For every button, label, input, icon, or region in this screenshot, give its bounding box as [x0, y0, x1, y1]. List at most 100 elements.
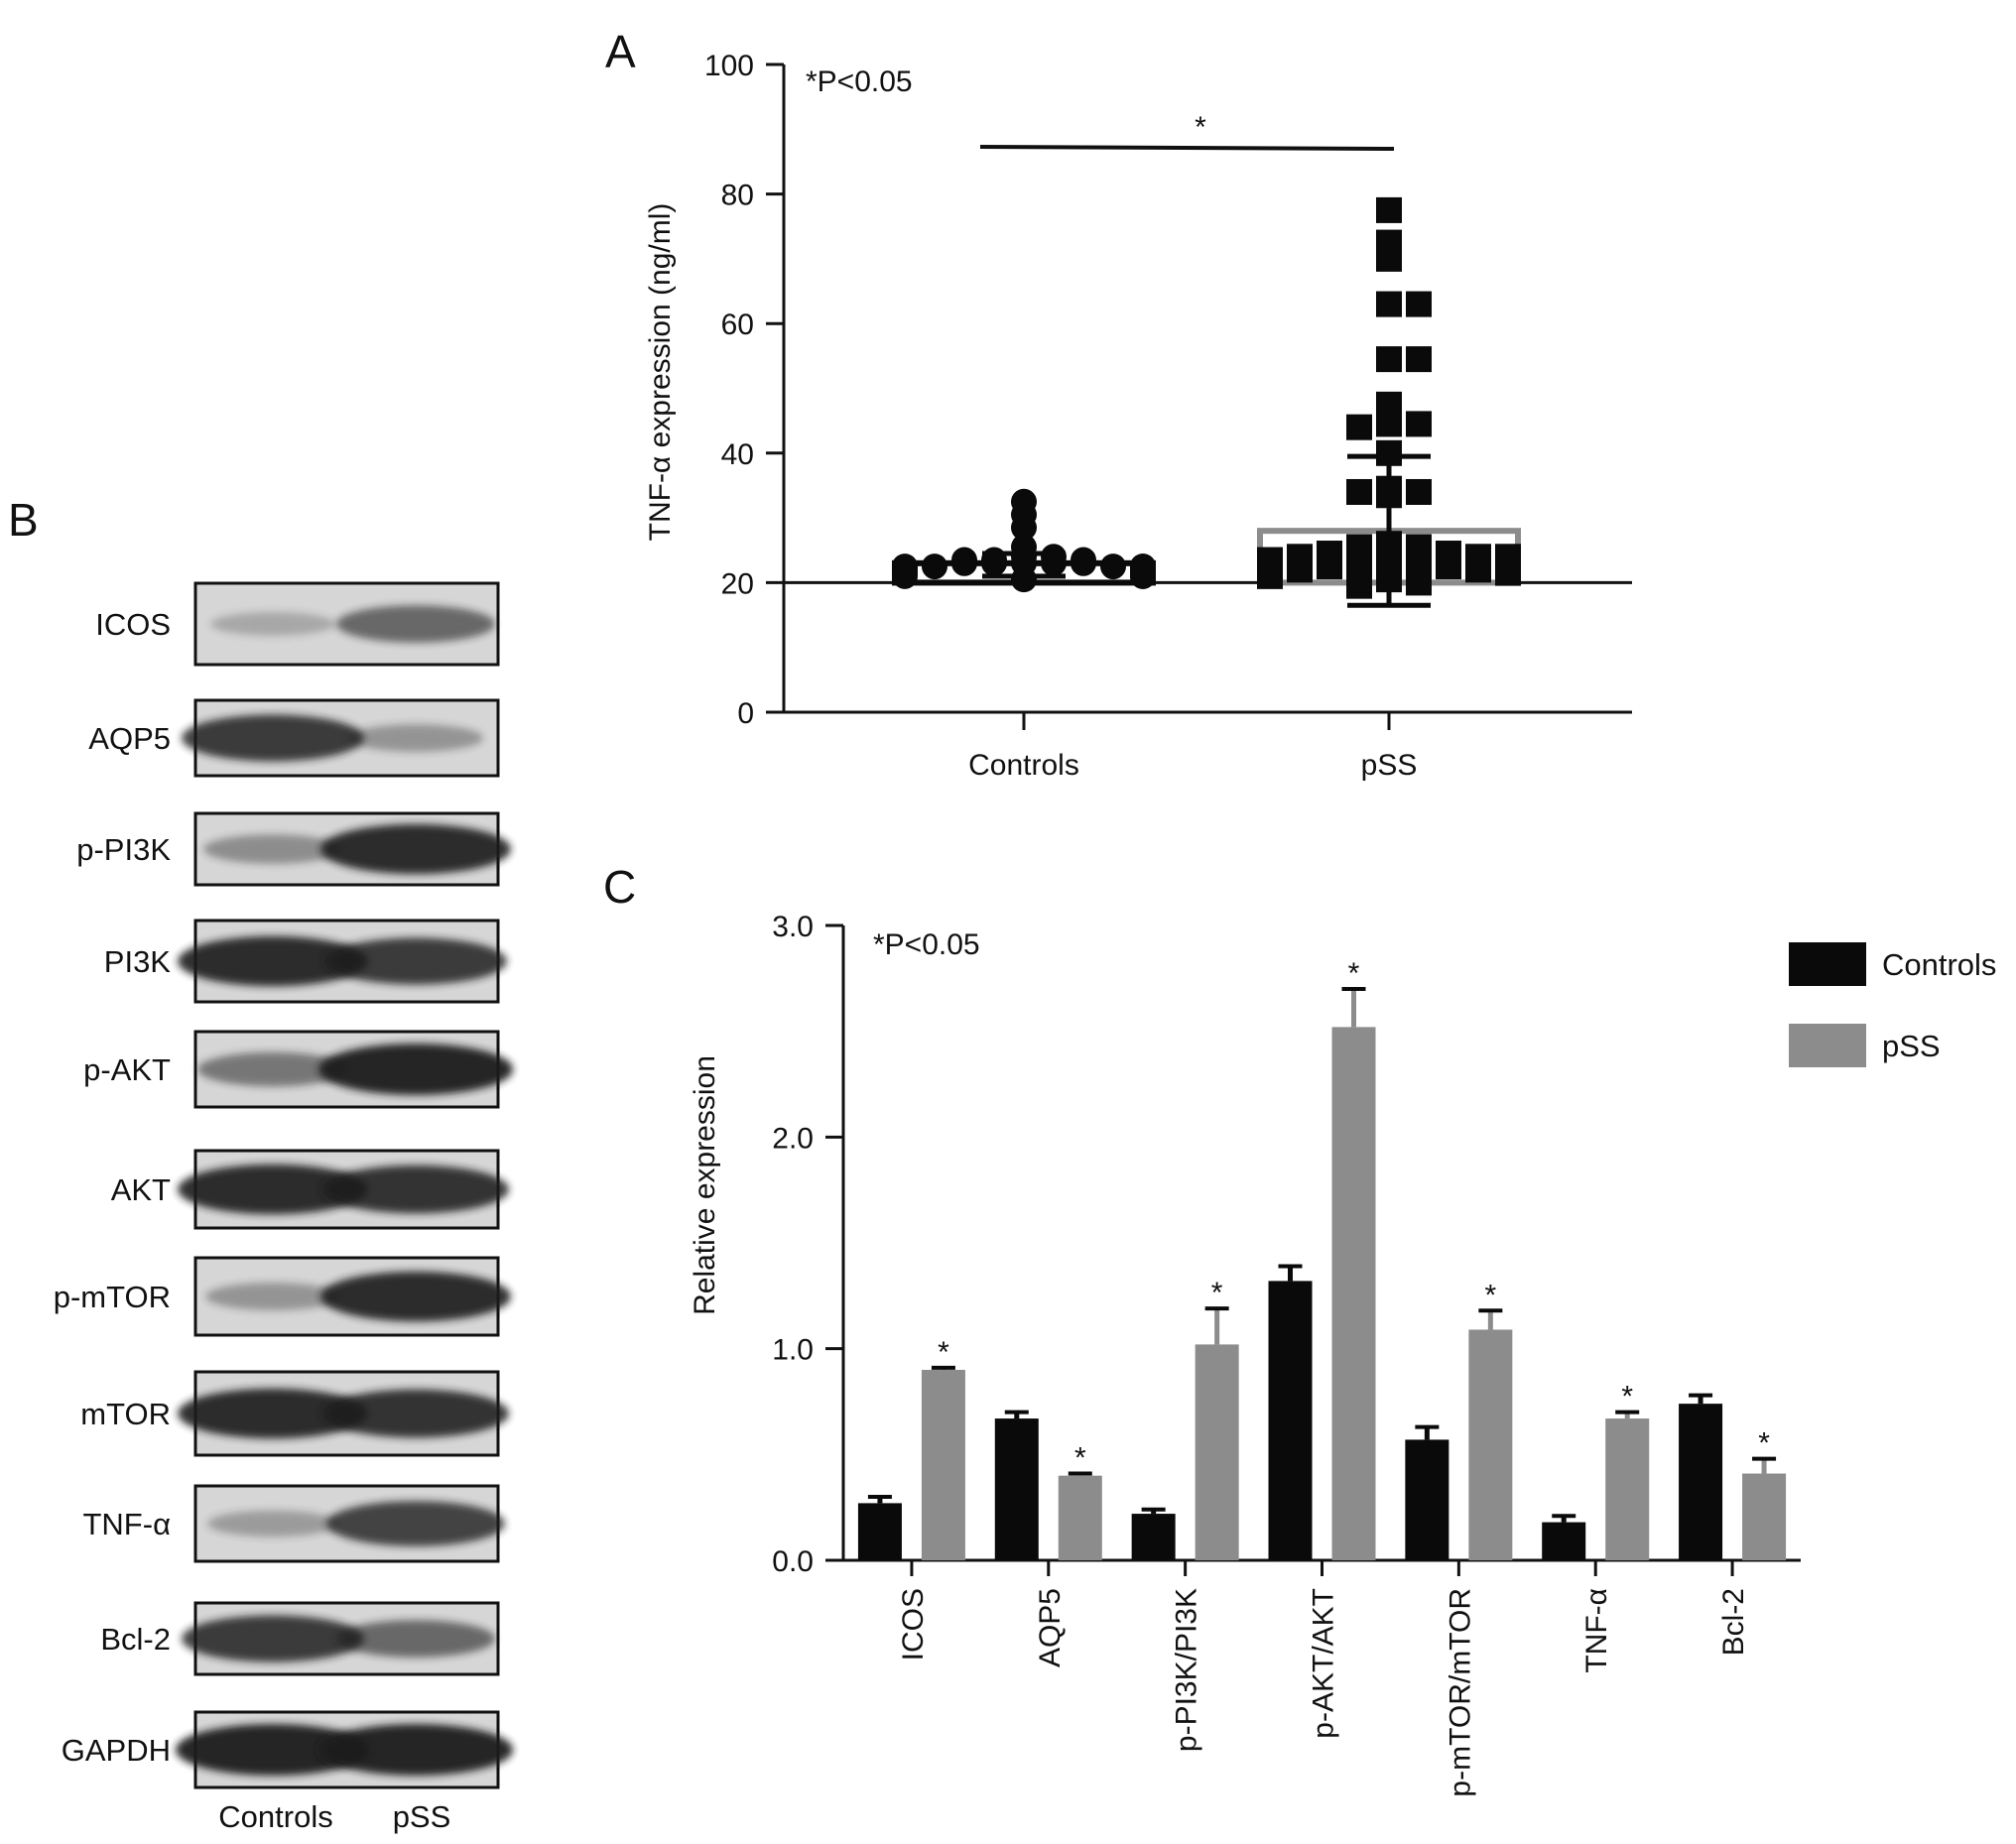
panel-c-y-tick-label: 1.0	[772, 1334, 814, 1367]
legend-label-controls: Controls	[1882, 947, 1996, 982]
blot-band-pss	[318, 1724, 513, 1776]
panel-c-x-tick-label: p-PI3K/PI3K	[1171, 1588, 1203, 1752]
blot-row-label: p-mTOR	[54, 1280, 171, 1314]
panel-a-x-tick-label: pSS	[1361, 749, 1418, 782]
panel-c-significance-star: *	[1758, 1427, 1770, 1460]
blot-band-controls	[203, 834, 342, 864]
panel-a-data-point-pss	[1376, 245, 1402, 272]
panel-a-y-axis-label: TNF-α expression (ng/ml)	[644, 203, 677, 542]
panel-a-significance-star: *	[1195, 111, 1206, 144]
panel-c-bar-pss	[1331, 1027, 1376, 1560]
blot-band-controls	[197, 1051, 348, 1087]
panel-c-significance-star: *	[1074, 1442, 1086, 1475]
blot-band-pss	[322, 1165, 509, 1214]
panel-a-data-point-pss	[1317, 553, 1342, 580]
panel-c-x-tick-label: p-AKT/AKT	[1308, 1588, 1340, 1739]
panel-a-y-tick-label: 60	[721, 308, 754, 341]
blot-row-label: TNF-α	[82, 1507, 171, 1541]
blot-band-pss	[320, 1271, 511, 1322]
blot-band-pss	[326, 1501, 505, 1546]
panel-a-y-tick-label: 100	[704, 50, 754, 82]
panel-c-significance-note: *P<0.05	[873, 928, 980, 961]
panel-c-bar-pss	[921, 1370, 965, 1560]
panel-c-bar-pss	[1058, 1475, 1102, 1560]
blot-row-label: Bcl-2	[100, 1622, 171, 1657]
panel-a-data-point-controls	[892, 562, 918, 589]
panel-a-data-point-controls	[1071, 550, 1096, 576]
panel-c-y-axis-label: Relative expression	[689, 1055, 721, 1315]
blot-band-controls	[178, 935, 368, 987]
panel-a-data-point-pss	[1406, 346, 1432, 373]
panel-c-x-tick-label: Bcl-2	[1717, 1588, 1750, 1656]
legend-swatch-controls	[1789, 942, 1866, 986]
panel-c-bar-controls	[1405, 1439, 1449, 1560]
blot-row-label: AQP5	[88, 721, 171, 756]
panel-a-significance-note: *P<0.05	[806, 65, 913, 98]
panel-c-significance-star: *	[938, 1336, 949, 1369]
panel-a-scatter-chart: *P<0.05 TNF-α expression (ng/ml) 0 20 40 60…	[644, 50, 1632, 782]
panel-a-data-point-pss	[1346, 550, 1372, 576]
blot-band-controls	[205, 1283, 340, 1310]
panel-a-data-point-pss	[1495, 559, 1521, 586]
panel-c-bar-controls	[1679, 1404, 1723, 1560]
panel-c-x-tick-label: AQP5	[1034, 1588, 1067, 1667]
blot-band-controls	[176, 1724, 370, 1776]
panel-letter-a: A	[605, 26, 636, 77]
panel-c-x-tick-label: TNF-α	[1580, 1588, 1613, 1673]
panel-c-bar-controls	[1131, 1514, 1176, 1560]
panel-a-data-point-controls	[1011, 566, 1037, 593]
blot-band-pss	[324, 937, 507, 985]
panel-c-x-tick-label: ICOS	[897, 1588, 930, 1660]
panel-c-y-tick-label: 0.0	[772, 1545, 814, 1578]
panel-c-bar-pss	[1742, 1473, 1787, 1560]
panel-a-data-point-pss	[1376, 291, 1402, 317]
panel-c-y-tick-label: 3.0	[772, 911, 814, 943]
panel-c-x-tick-label: p-mTOR/mTOR	[1444, 1588, 1476, 1797]
panel-a-data-point-pss	[1376, 196, 1402, 223]
panel-a-x-tick-label: Controls	[968, 749, 1079, 782]
panel-c-bar-controls	[1268, 1281, 1313, 1560]
panel-a-data-point-pss	[1346, 414, 1372, 440]
panel-a-data-point-controls	[1041, 550, 1067, 576]
panel-a-data-point-pss	[1465, 556, 1491, 583]
panel-c-bar-controls	[857, 1503, 902, 1560]
panel-a-data-point-pss	[1376, 482, 1402, 509]
panel-c-bar-controls	[994, 1418, 1039, 1560]
blot-row-label: ICOS	[95, 607, 171, 642]
panel-a-data-point-controls	[1100, 553, 1126, 580]
blot-row-label: PI3K	[104, 944, 172, 979]
panel-a-y-tick-label: 40	[721, 438, 754, 471]
panel-c-significance-star: *	[1348, 957, 1360, 990]
panel-a-data-point-pss	[1257, 562, 1283, 589]
panel-a-data-point-pss	[1406, 411, 1432, 437]
panel-letter-c: C	[603, 861, 636, 913]
blot-band-pss	[320, 823, 511, 875]
blot-row-label: AKT	[111, 1172, 171, 1207]
blot-row-label: p-AKT	[83, 1052, 171, 1087]
panel-c-significance-star: *	[1485, 1279, 1497, 1311]
panel-letter-b: B	[8, 494, 39, 546]
panel-c-bar-chart: *P<0.05 Relative expression 0.0 1.0 2.0 3.0…	[689, 911, 1996, 1797]
panel-c-bar-pss	[1605, 1418, 1650, 1560]
blot-band-controls	[207, 1510, 338, 1537]
panel-a-data-point-controls	[951, 550, 977, 576]
panel-c-bar-pss	[1468, 1329, 1513, 1560]
blot-band-pss	[322, 1389, 509, 1438]
panel-a-data-point-pss	[1346, 572, 1372, 599]
blot-band-controls	[182, 714, 364, 762]
blot-band-controls	[182, 1615, 364, 1662]
panel-a-data-point-pss	[1376, 346, 1402, 373]
panel-c-y-tick-label: 2.0	[772, 1122, 814, 1155]
panel-a-y-tick-label: 80	[721, 180, 754, 212]
panel-a-data-point-pss	[1406, 291, 1432, 317]
blot-band-controls	[210, 612, 335, 636]
blot-band-pss	[348, 724, 483, 752]
panel-a-data-point-pss	[1406, 569, 1432, 596]
blot-band-controls	[178, 1164, 368, 1215]
panel-c-bar-controls	[1542, 1522, 1586, 1560]
panel-a-data-point-controls	[981, 550, 1007, 576]
panel-a-data-point-controls	[1011, 514, 1037, 541]
panel-a-data-point-pss	[1406, 478, 1432, 505]
panel-a-data-point-pss	[1436, 553, 1461, 580]
